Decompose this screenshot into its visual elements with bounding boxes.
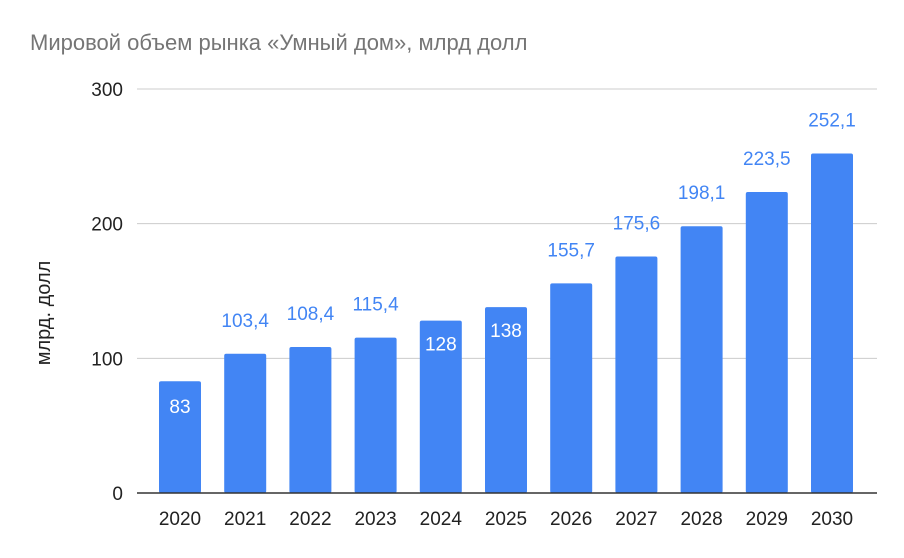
bar — [419, 320, 462, 493]
data-label: 128 — [425, 335, 457, 356]
x-tick-label: 2022 — [289, 509, 331, 530]
data-label: 83 — [169, 397, 190, 418]
x-tick-label: 2023 — [354, 509, 396, 530]
data-label: 115,4 — [353, 295, 400, 316]
x-tick-label: 2029 — [746, 509, 788, 530]
y-tick-label: 100 — [91, 349, 123, 370]
y-tick-label: 300 — [91, 80, 123, 101]
data-label: 252,1 — [808, 111, 856, 132]
bar — [745, 192, 788, 493]
x-tick-label: 2020 — [159, 509, 201, 530]
x-tick-label: 2028 — [680, 509, 722, 530]
bar — [224, 353, 267, 493]
x-tick-label: 2027 — [615, 509, 657, 530]
data-label: 198,1 — [678, 183, 726, 204]
data-label: 175,6 — [613, 214, 661, 235]
y-tick-label: 0 — [112, 484, 123, 505]
bar — [485, 307, 527, 493]
bar — [289, 347, 332, 493]
data-label: 108,4 — [287, 304, 335, 325]
bar — [159, 381, 201, 493]
x-tick-label: 2026 — [550, 509, 592, 530]
x-tick-label: 2030 — [811, 509, 853, 530]
bars-layer — [159, 153, 853, 493]
bar — [680, 226, 723, 493]
data-label: 155,7 — [547, 240, 595, 261]
axis-layer: 0 100 200 300 млрд. долл 2020 2021 2022 2023 2024… — [33, 80, 877, 530]
bar — [550, 283, 593, 493]
data-labels-layer: 83 103,4 108,4 115,4 128 138 155,7 175,6 198,1 22… — [169, 111, 855, 419]
data-label: 103,4 — [221, 311, 269, 332]
y-tick-label: 200 — [91, 215, 123, 236]
data-label: 223,5 — [743, 149, 791, 170]
bar — [354, 337, 397, 493]
chart-title: Мировой объем рынка «Умный дом», млрд до… — [30, 30, 528, 55]
x-tick-label: 2025 — [485, 509, 527, 530]
data-label: 138 — [490, 321, 522, 342]
y-axis-title: млрд. долл — [33, 261, 55, 366]
bar — [615, 256, 658, 493]
bar — [811, 153, 853, 493]
x-tick-label: 2021 — [224, 509, 266, 530]
x-tick-label: 2024 — [420, 509, 463, 530]
